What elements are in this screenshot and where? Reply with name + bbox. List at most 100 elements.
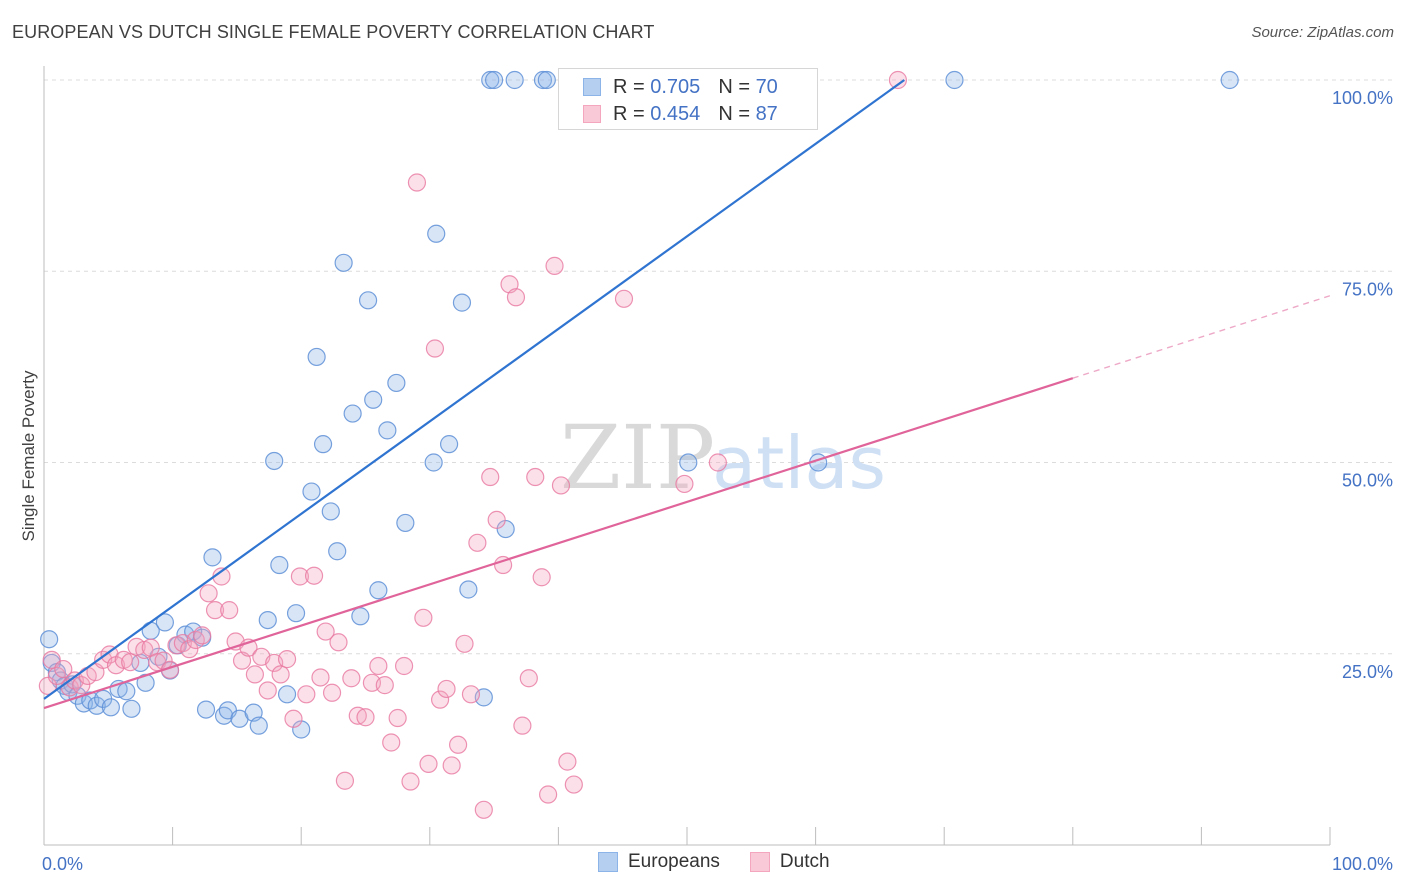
dutch-point (394, 656, 414, 676)
europeans-point (40, 630, 59, 649)
dutch-point (526, 467, 545, 487)
dutch-point (316, 622, 335, 641)
europeans-swatch (583, 78, 601, 96)
dutch-point (356, 708, 375, 727)
n-label: N = (718, 102, 750, 125)
europeans-point (427, 224, 446, 243)
dutch-point (708, 453, 727, 472)
y-tick-label: 100.0% (1332, 88, 1393, 108)
dutch-trend-line (43, 377, 1074, 710)
dutch-point (675, 474, 694, 494)
dutch-n-value: 87 (755, 102, 778, 125)
watermark-atlas: atlas (712, 421, 886, 505)
dutch-point (513, 716, 532, 735)
europeans-point (302, 482, 321, 501)
dutch-point (532, 568, 551, 587)
y-tick-label: 25.0% (1342, 662, 1393, 682)
europeans-point (945, 70, 964, 90)
europeans-point (334, 253, 353, 272)
dutch-point (205, 601, 225, 620)
dutch-point (545, 256, 564, 275)
dutch-point (506, 288, 526, 307)
correlation-legend: R = 0.705 N = 70 R = 0.454 N = 87 (558, 68, 818, 130)
dutch-point (388, 708, 407, 728)
europeans-trend-line (43, 79, 905, 700)
dutch-r-value: 0.454 (650, 102, 701, 125)
europeans-point (452, 293, 472, 312)
data-points (38, 70, 1239, 819)
europeans-point (351, 607, 370, 626)
dutch-point (271, 665, 290, 684)
dutch-point (47, 666, 66, 686)
europeans-point (505, 70, 524, 90)
dutch-point (54, 659, 73, 679)
dutch-point (487, 510, 506, 529)
dutch-point (564, 775, 583, 794)
dutch-point (419, 754, 438, 774)
europeans-point (424, 453, 443, 472)
europeans-point (485, 70, 504, 90)
legend-row-dutch: R = 0.454 N = 87 (583, 103, 778, 125)
dutch-point (277, 650, 297, 669)
dutch-point (369, 656, 388, 676)
dutch-point (193, 626, 212, 645)
zipatlas-watermark: ZIP atlas (560, 406, 886, 509)
europeans-point (286, 604, 306, 623)
x-tick-label: 0.0% (42, 854, 83, 874)
chart-title: EUROPEAN VS DUTCH SINGLE FEMALE POVERTY … (12, 22, 655, 42)
series-legend: Europeans Dutch (598, 851, 860, 873)
europeans-point (87, 696, 106, 715)
europeans-point (481, 70, 500, 90)
dutch-point (304, 566, 324, 585)
europeans-point (459, 580, 478, 599)
europeans-point (270, 555, 289, 575)
tick-labels: 25.0% 50.0% 75.0% 100.0% 0.0% 100.0% (42, 88, 1393, 874)
legend-row-europeans: R = 0.705 N = 70 (583, 76, 778, 98)
europeans-r-value: 0.705 (650, 75, 701, 98)
dutch-point (401, 772, 420, 791)
europeans-point (343, 404, 362, 423)
dutch-point (442, 756, 461, 775)
dutch-point (329, 633, 348, 652)
europeans-point (307, 347, 326, 367)
europeans-point (277, 685, 297, 704)
dutch-point (551, 476, 571, 495)
dutch-point (180, 640, 199, 659)
y-tick-label: 75.0% (1342, 279, 1393, 299)
dutch-point (414, 608, 433, 627)
europeans-point (328, 542, 347, 561)
europeans-point (313, 435, 333, 454)
europeans-point (321, 502, 340, 521)
dutch-point (245, 665, 265, 684)
europeans-point (1220, 70, 1239, 90)
dutch-point (297, 685, 316, 704)
dutch-point (342, 669, 361, 688)
x-tick-label: 100.0% (1332, 854, 1393, 874)
dutch-point (448, 735, 468, 754)
europeans-point (396, 513, 415, 533)
europeans-point (378, 421, 397, 440)
dutch-point (258, 681, 277, 700)
dutch-point (468, 533, 487, 552)
dutch-point (186, 630, 205, 650)
dutch-point (614, 289, 634, 308)
r-label: R = (613, 75, 645, 98)
dutch-point (888, 70, 908, 90)
legend-item-europeans[interactable]: Europeans (598, 851, 720, 873)
source-label: Source: ZipAtlas.com (1251, 24, 1394, 41)
europeans-point (369, 581, 388, 600)
europeans-point (358, 291, 378, 310)
europeans-point (117, 682, 136, 701)
europeans-point (533, 70, 553, 90)
dutch-point (519, 669, 538, 688)
dutch-swatch (583, 105, 601, 123)
dutch-point (430, 690, 450, 709)
n-label: N = (718, 75, 750, 98)
dutch-point (348, 706, 367, 725)
legend-item-dutch[interactable]: Dutch (749, 851, 830, 873)
dutch-legend-label: Dutch (779, 851, 830, 872)
dutch-point (100, 645, 119, 664)
dutch-point (375, 676, 394, 695)
europeans-point (136, 673, 155, 692)
europeans-point (122, 699, 141, 718)
